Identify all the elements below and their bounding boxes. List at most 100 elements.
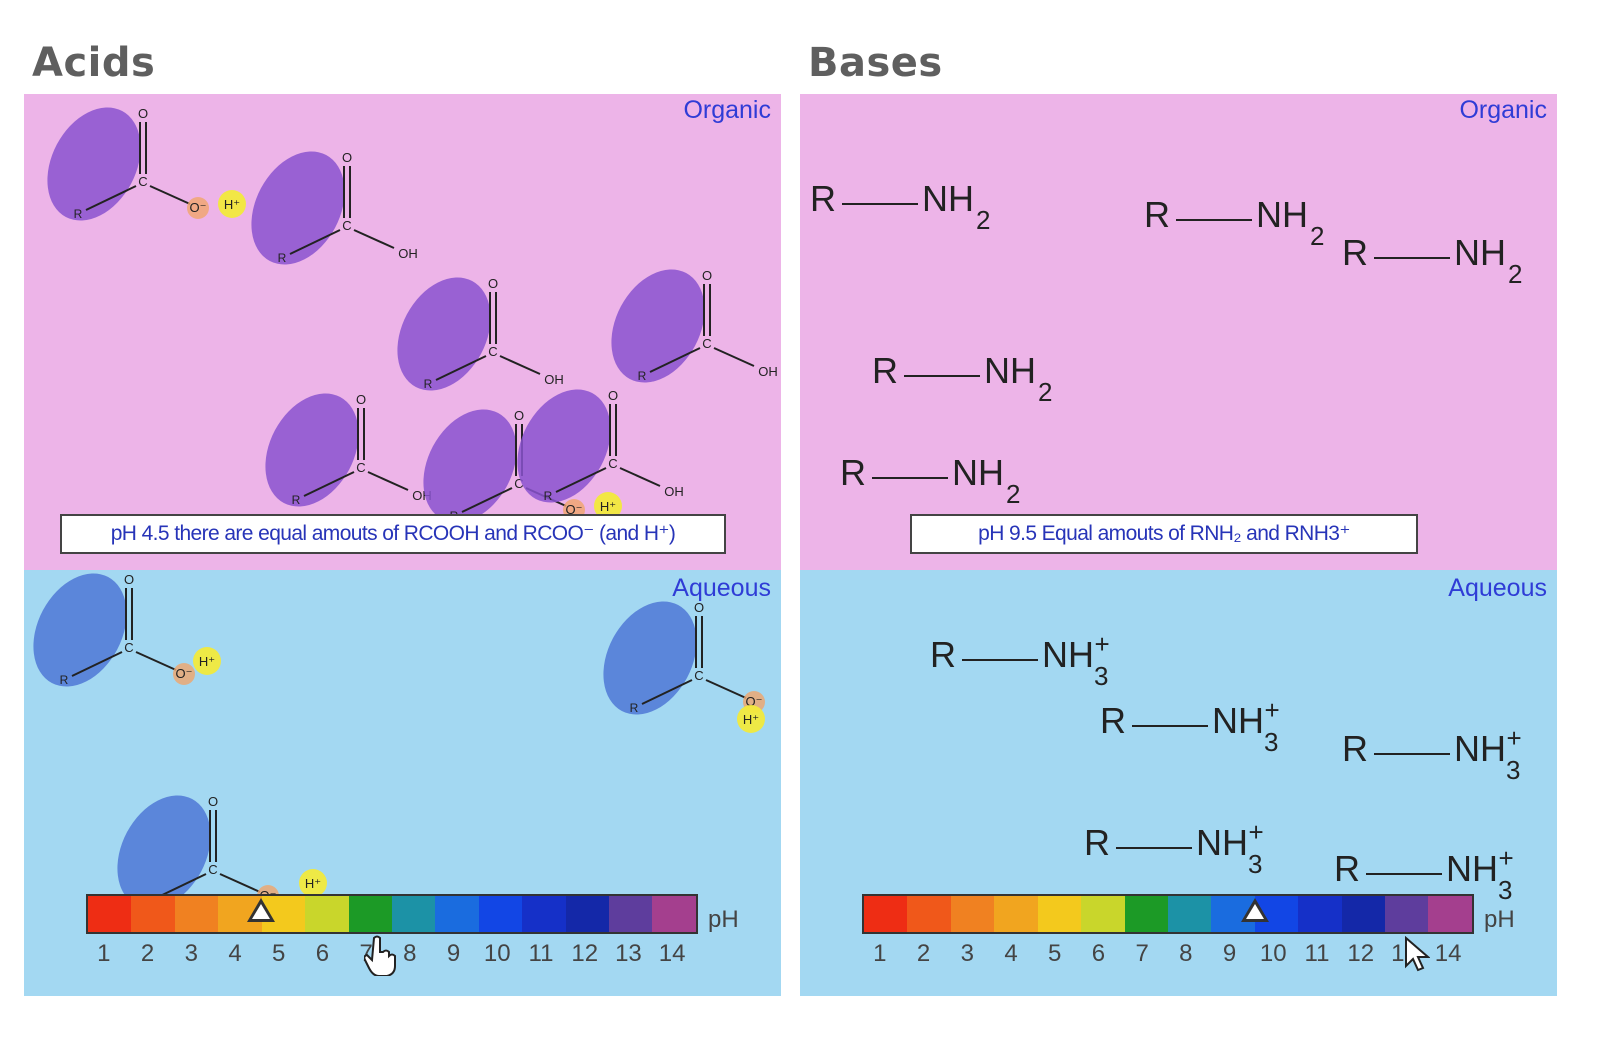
molecule-highlight xyxy=(397,277,491,391)
single-bond xyxy=(872,476,948,479)
amine-group: NH xyxy=(1042,634,1094,675)
ph-color-segment xyxy=(88,896,132,932)
ph-tick-label: 4 xyxy=(228,940,242,967)
proton: H⁺ xyxy=(298,868,328,903)
ph-tick-label: 9 xyxy=(446,940,461,967)
proton-label: H⁺ xyxy=(600,499,616,514)
ph-tick-label: 6 xyxy=(315,940,330,967)
ph-marker-handle[interactable] xyxy=(1241,898,1270,922)
hydrogen-count: 2 xyxy=(1508,259,1523,289)
oxygen-atom: O xyxy=(342,150,352,165)
r-group: R xyxy=(74,207,83,221)
single-bond xyxy=(1374,752,1450,755)
carbon-atom: C xyxy=(514,476,523,491)
acids-heading: Acids xyxy=(32,40,156,86)
carbon-atom: C xyxy=(608,456,617,471)
oxide-anion: O⁻ xyxy=(566,502,583,517)
acid-molecule: O C R OH xyxy=(610,266,781,441)
amine-group: NH xyxy=(922,178,974,219)
oxygen-atom: O xyxy=(702,268,712,283)
ph-color-segment xyxy=(348,896,392,932)
positive-charge: + xyxy=(1248,817,1264,847)
acid-molecule: O C R OH xyxy=(396,274,596,449)
molecule-highlight xyxy=(603,601,697,715)
carbon-atom: C xyxy=(208,862,217,877)
amine-molecule: R NH2 xyxy=(872,350,1052,407)
anion-glow xyxy=(187,197,209,219)
proton-icon: H⁺ xyxy=(218,190,246,218)
ph-tick-label: 1 xyxy=(873,940,887,967)
bases-organic-label: Organic xyxy=(1459,96,1547,124)
carbon-atom: C xyxy=(488,344,497,359)
ph-color-segment xyxy=(950,896,995,932)
amine-molecule: R NH2 xyxy=(810,178,990,235)
ph-tick-label: 4 xyxy=(1004,940,1018,967)
oxygen-atom: O xyxy=(124,572,134,587)
positive-charge: + xyxy=(1506,723,1522,753)
oxygen-atom: O xyxy=(208,794,218,809)
amine-group: NH xyxy=(1212,700,1264,741)
arrow-cursor-icon xyxy=(1405,936,1430,972)
proton-icon: H⁺ xyxy=(737,705,765,733)
r-group: R xyxy=(1342,232,1368,273)
acids-ph-scale[interactable]: pH 1 2 3 4 5 6 7 8 9 10 11 12 13 14 xyxy=(86,894,766,974)
molecule-highlight xyxy=(251,151,345,265)
r-group: R xyxy=(424,377,433,391)
r-group: R xyxy=(1144,194,1170,235)
ph-tick-label: 10 xyxy=(483,940,511,967)
ph-marker-handle[interactable] xyxy=(246,898,275,922)
ph-color-segment xyxy=(1167,896,1212,932)
ph-tick-label: 5 xyxy=(1048,940,1062,967)
acid-molecule: O C R OH xyxy=(250,148,450,323)
amine-group: NH xyxy=(1196,822,1248,863)
acid-molecule: O C R O⁻ H⁺ xyxy=(46,104,246,279)
hydroxyl-group: OH xyxy=(758,364,778,379)
hydroxyl-group: OH xyxy=(398,246,418,261)
r-group: R xyxy=(1100,700,1126,741)
ph-color-bar[interactable] xyxy=(86,894,698,934)
ph-color-segment xyxy=(522,896,566,932)
proton: H⁺ xyxy=(736,704,766,739)
amine-molecule: R NH2 xyxy=(840,452,1020,509)
ph-tick-label: 8 xyxy=(1179,940,1193,967)
ph-tick-label: 9 xyxy=(1222,940,1237,967)
hydroxyl-group: OH xyxy=(544,372,564,387)
proton-label: H⁺ xyxy=(224,197,240,212)
proton-icon: H⁺ xyxy=(299,869,327,897)
ph-tick-label: 12 xyxy=(1347,940,1375,967)
amine-molecule: R NH3+ xyxy=(1334,843,1514,905)
hydrogen-count: 3 xyxy=(1264,727,1279,757)
ph-tick-label: 7 xyxy=(1135,940,1149,967)
bases-organic-phase: Organic R NH2 R NH2 R NH2 R NH2 R NH2 pH 9.5 … xyxy=(800,94,1557,570)
carbon-atom: C xyxy=(124,640,133,655)
carbon-atom: C xyxy=(702,336,711,351)
hydrogen-count: 2 xyxy=(1310,221,1325,251)
ph-tick-label: 14 xyxy=(1434,940,1462,967)
ph-tick-label: 2 xyxy=(916,940,931,967)
ph-color-segment xyxy=(1428,896,1472,932)
bases-heading: Bases xyxy=(808,40,943,86)
carbon-atom: C xyxy=(356,460,365,475)
hydrogen-count: 3 xyxy=(1094,661,1109,691)
ph-color-segment xyxy=(1385,896,1429,932)
oxide-anion: O⁻ xyxy=(176,666,193,681)
single-bond xyxy=(842,202,918,205)
oxygen-atom: O xyxy=(138,106,148,121)
single-bond xyxy=(1374,256,1450,259)
ph-color-segment xyxy=(864,896,908,932)
bases-ph-scale[interactable]: pH 1 2 3 4 5 6 7 8 9 10 11 12 13 14 xyxy=(862,894,1542,974)
oxygen-atom: O xyxy=(488,276,498,291)
ph-tick-label: 14 xyxy=(658,940,686,967)
positive-charge: + xyxy=(1264,695,1280,725)
amine-molecule: R NH3+ xyxy=(1100,695,1280,757)
ph-color-segment xyxy=(131,896,175,932)
ph-unit-label: pH xyxy=(1484,906,1515,933)
ph-tick-label: 3 xyxy=(184,940,198,967)
ph-color-segment xyxy=(1081,896,1125,932)
acids-aqueous-label: Aqueous xyxy=(672,574,771,602)
acids-organic-label: Organic xyxy=(683,96,771,124)
amine-group: NH xyxy=(1454,728,1506,769)
molecule-highlight xyxy=(47,107,141,221)
ph-color-bar[interactable] xyxy=(862,894,1474,934)
